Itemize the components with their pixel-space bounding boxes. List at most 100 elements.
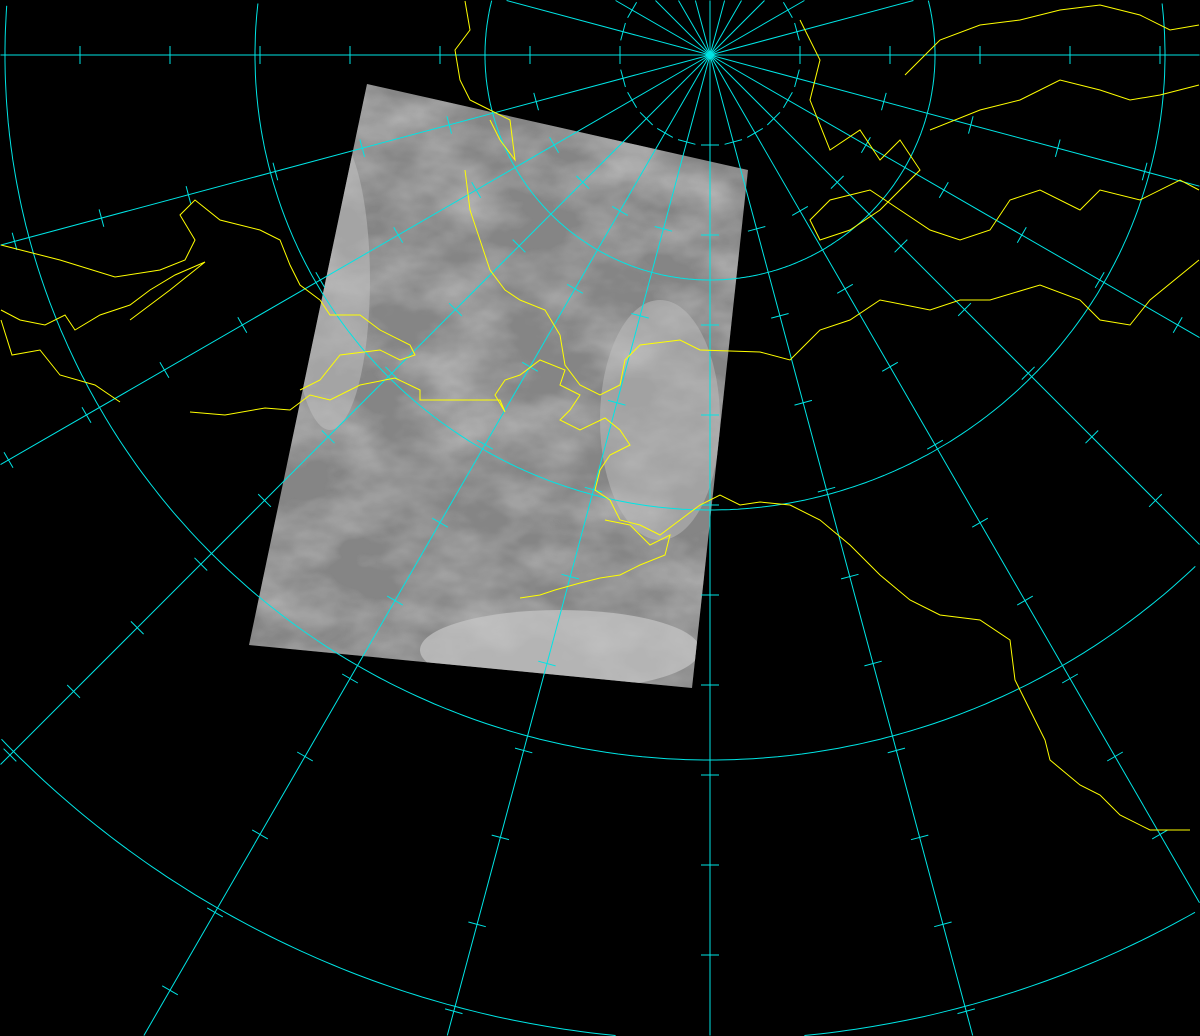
meridian-tick xyxy=(957,1008,976,1015)
meridian-tick xyxy=(159,361,170,379)
meridian-tick xyxy=(468,921,486,928)
meridian-tick xyxy=(66,684,81,699)
meridian-tick xyxy=(446,116,452,134)
meridian-line xyxy=(709,0,765,56)
meridian-tick xyxy=(98,209,105,227)
meridian-tick xyxy=(724,139,743,145)
meridian-line xyxy=(709,54,1200,904)
coastline-arctic-siberia xyxy=(454,0,516,162)
coastline-kamchatka xyxy=(0,261,206,331)
meridian-tick xyxy=(448,302,463,317)
meridian-line xyxy=(709,0,914,56)
meridian-tick xyxy=(257,493,272,508)
meridian-tick xyxy=(934,921,952,928)
meridian-tick xyxy=(476,439,494,450)
meridian-tick xyxy=(538,660,556,667)
latitude-circle xyxy=(1,738,616,1036)
meridian-tick xyxy=(971,517,989,528)
meridian-tick xyxy=(782,1,793,19)
latitude-circle xyxy=(804,911,1196,1036)
meridian-tick xyxy=(840,573,859,580)
meridian-tick xyxy=(620,69,626,88)
meridian-tick xyxy=(607,399,626,406)
meridian-tick xyxy=(3,451,14,469)
meridian-tick xyxy=(194,557,208,571)
meridian-tick xyxy=(521,361,539,372)
satellite-image xyxy=(249,84,748,688)
meridian-tick xyxy=(315,271,326,289)
meridian-tick xyxy=(887,747,906,754)
meridian-tick xyxy=(1148,493,1163,508)
meridian-tick xyxy=(830,175,844,189)
meridian-tick xyxy=(161,985,179,996)
meridian-line xyxy=(655,0,711,56)
meridian-line xyxy=(0,54,711,246)
meridian-tick xyxy=(864,660,882,667)
meridian-tick xyxy=(491,834,510,841)
meridian-tick xyxy=(1094,271,1105,289)
meridian-tick xyxy=(3,748,17,762)
coastlines xyxy=(0,0,1200,831)
meridian-tick xyxy=(627,1,638,19)
meridian-tick xyxy=(627,91,638,109)
meridian-tick xyxy=(359,139,366,158)
meridian-tick xyxy=(677,139,696,145)
meridian-tick xyxy=(817,486,836,493)
meridian-line xyxy=(709,0,726,56)
meridian-tick xyxy=(631,313,649,319)
coastline-canada-arctic2 xyxy=(929,79,1200,131)
meridian-tick xyxy=(794,69,800,88)
meridian-tick xyxy=(81,406,92,424)
coastline-aleutians xyxy=(519,519,671,599)
meridian-tick xyxy=(272,162,279,181)
meridian-line xyxy=(506,0,711,56)
meridian-tick xyxy=(611,205,629,216)
meridian-tick xyxy=(185,185,192,204)
meridian-tick xyxy=(1016,595,1034,606)
meridian-tick xyxy=(910,834,929,841)
meridian-tick xyxy=(431,517,449,528)
coastline-panhandle xyxy=(789,504,1190,831)
meridian-line xyxy=(615,0,711,56)
meridian-tick xyxy=(341,673,359,684)
meridian-line xyxy=(446,54,711,1036)
meridian-tick xyxy=(11,232,18,251)
meridian-tick xyxy=(296,751,314,762)
meridian-tick xyxy=(1061,673,1079,684)
meridian-tick xyxy=(471,181,482,199)
meridian-tick xyxy=(620,22,626,41)
meridian-tick xyxy=(791,205,809,216)
meridian-tick xyxy=(794,22,800,41)
meridian-tick xyxy=(321,430,335,444)
meridian-line xyxy=(143,54,711,1036)
meridian-tick xyxy=(386,595,404,606)
meridian-line xyxy=(709,54,1200,545)
meridian-tick xyxy=(1016,226,1027,244)
meridian-tick xyxy=(1172,316,1183,334)
meridian-tick xyxy=(938,181,949,199)
meridian-line xyxy=(709,0,742,56)
meridian-tick xyxy=(881,92,887,111)
coastline-siberia-east xyxy=(0,319,121,403)
meridian-tick xyxy=(1141,162,1148,181)
meridian-tick xyxy=(549,136,560,154)
meridian-tick xyxy=(444,1008,463,1015)
meridian-line xyxy=(709,54,974,1036)
meridian-tick xyxy=(860,136,871,154)
meridian-tick xyxy=(576,175,590,189)
meridian-tick xyxy=(794,399,813,406)
meridian-tick xyxy=(639,111,654,126)
coastline-siberia xyxy=(0,199,321,301)
meridian-tick xyxy=(561,573,580,580)
meridian-tick xyxy=(533,92,539,111)
meridian-tick xyxy=(836,283,854,294)
meridian-tick xyxy=(656,127,674,138)
coastline-alaska xyxy=(189,359,791,536)
meridian-tick xyxy=(782,91,793,109)
meridian-tick xyxy=(1151,829,1169,840)
meridian-line xyxy=(709,0,805,56)
meridian-line xyxy=(0,54,711,466)
meridian-tick xyxy=(746,127,764,138)
